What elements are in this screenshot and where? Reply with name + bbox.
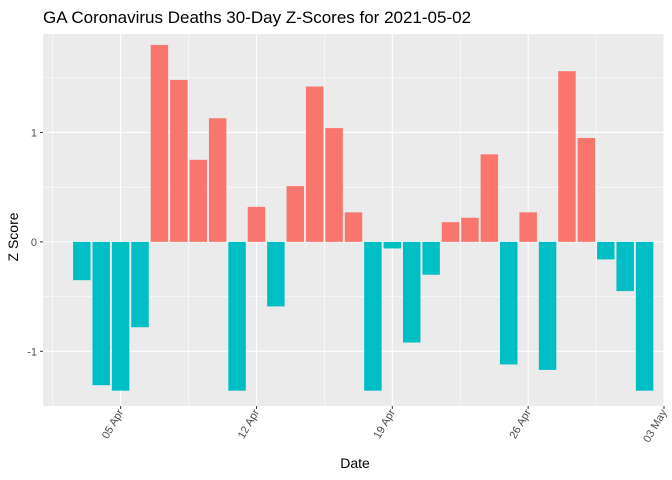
- bar: [111, 241, 130, 391]
- bar: [286, 186, 305, 242]
- bar: [402, 241, 421, 343]
- bar: [247, 206, 266, 242]
- bar: [150, 44, 169, 242]
- y-tick-label: 0: [31, 237, 37, 249]
- y-axis-title: Z Score: [5, 212, 21, 261]
- bar: [616, 241, 634, 292]
- x-tick-label: 26 Apr: [507, 407, 533, 441]
- bar: [558, 71, 576, 242]
- bar: [538, 241, 557, 370]
- y-tick-label: -1: [27, 346, 37, 358]
- bar: [92, 241, 110, 386]
- bar: [480, 154, 499, 242]
- bar: [461, 217, 479, 242]
- bar: [422, 241, 440, 275]
- bar: [383, 241, 402, 249]
- bar: [325, 128, 343, 242]
- y-tick-label: 1: [31, 127, 37, 139]
- x-tick-label: 12 Apr: [236, 407, 262, 441]
- bar: [73, 241, 91, 281]
- bar: [170, 79, 188, 242]
- bar: [228, 241, 246, 391]
- bar: [577, 137, 596, 242]
- bar: [597, 241, 615, 260]
- y-axis: -1 0 1: [27, 127, 43, 358]
- chart-title: GA Coronavirus Deaths 30-Day Z-Scores fo…: [43, 8, 471, 27]
- x-tick-label: 03 May: [641, 407, 670, 445]
- bars: [73, 44, 654, 391]
- x-tick-label: 19 Apr: [372, 407, 398, 441]
- bar: [189, 159, 207, 242]
- x-axis-title: Date: [340, 455, 370, 471]
- bar: [344, 212, 363, 242]
- x-tick-label: 05 Apr: [100, 407, 126, 441]
- bar: [267, 241, 285, 307]
- bar: [364, 241, 382, 391]
- bar: [208, 118, 227, 242]
- bar: [131, 241, 149, 328]
- bar: [635, 241, 654, 391]
- bar: [305, 86, 324, 242]
- bar: [519, 212, 537, 242]
- bar: [441, 222, 460, 242]
- x-axis: 05 Apr 12 Apr 19 Apr 26 Apr 03 May: [100, 406, 670, 445]
- bar: [500, 241, 518, 365]
